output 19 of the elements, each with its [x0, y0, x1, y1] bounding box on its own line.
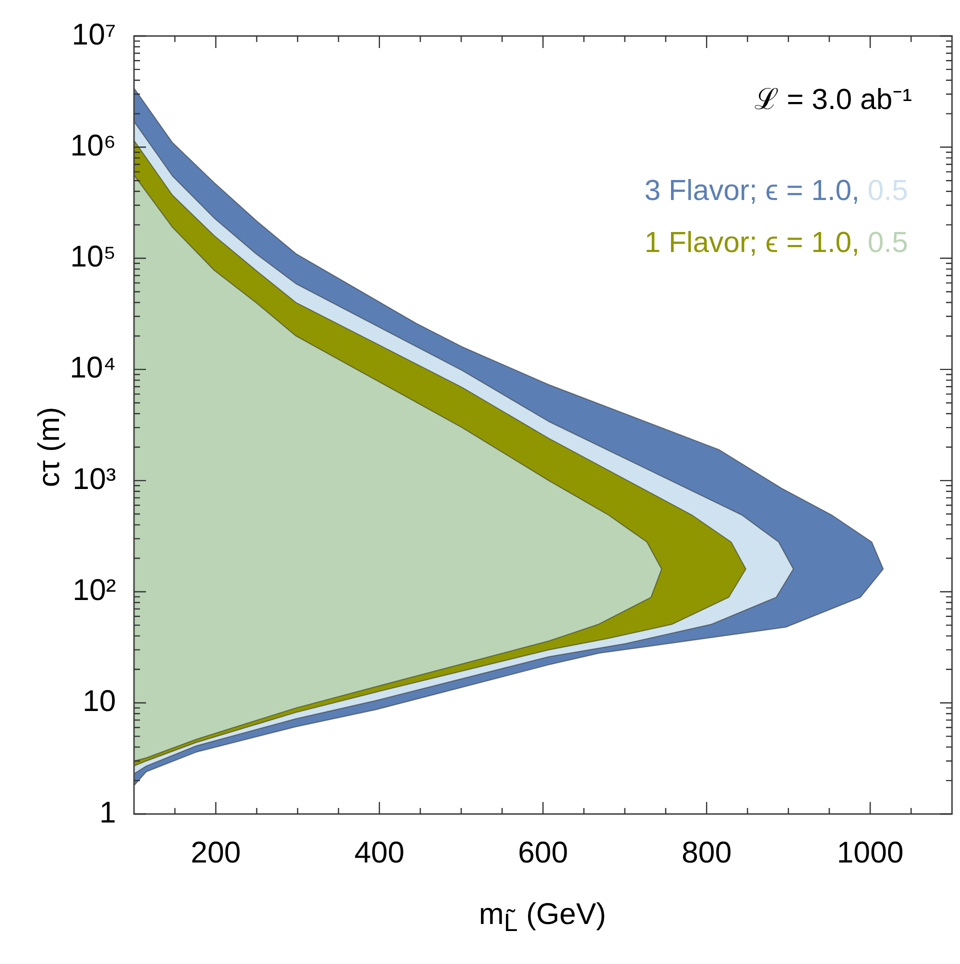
annotation: ℒ = 3.0 ab⁻¹ — [754, 83, 912, 117]
y-tick-label: 10⁷ — [72, 18, 116, 52]
y-tick-label: 10³ — [72, 462, 116, 496]
y-tick-label: 1 — [99, 796, 116, 830]
y-tick-label: 10⁵ — [70, 240, 116, 274]
x-axis-title: m$_{L̃}$ (GeV) — [478, 898, 608, 938]
x-tick-label: 1000 — [836, 836, 904, 870]
x-tick-label: 200 — [190, 836, 241, 870]
x-tick-label: 800 — [682, 836, 732, 870]
legend-label: 0.5 — [868, 227, 908, 259]
y-axis-title: cτ (m) — [33, 406, 67, 490]
y-tick-label: 10² — [72, 574, 116, 607]
x-tick-label: 600 — [518, 836, 568, 870]
text: 1 Flavor; ϵ = 1.0, — [644, 227, 860, 259]
text: 3 Flavor; ϵ = 1.0, — [644, 175, 860, 207]
y-tick-label: 10⁶ — [70, 129, 116, 162]
y-tick-label: 10 — [82, 685, 116, 718]
y-tick-label: 10⁴ — [70, 352, 116, 385]
x-tick-label: 400 — [354, 836, 404, 870]
